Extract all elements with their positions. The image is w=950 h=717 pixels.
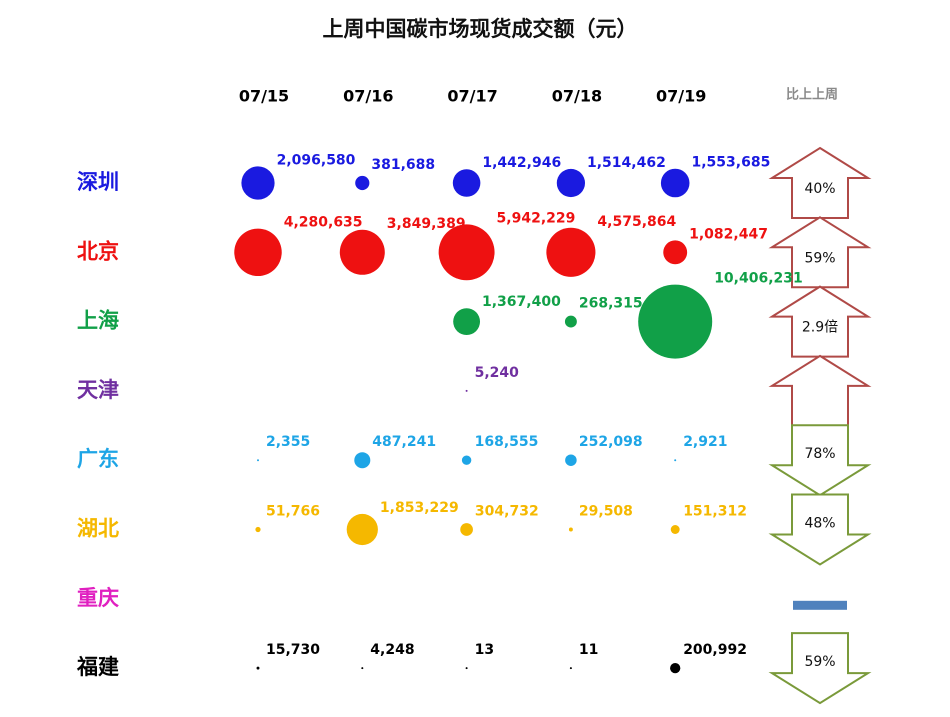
series-label: 重庆 [77,586,119,610]
bubble [569,667,572,670]
x-tick-label: 07/17 [447,87,497,106]
series-label: 上海 [77,309,119,333]
change-label: 59% [804,654,835,670]
bubble [674,459,677,462]
data-label: 2,921 [683,434,727,450]
data-label: 1,514,462 [587,155,666,171]
data-label: 10,406,231 [714,271,803,287]
data-label: 5,240 [475,365,520,381]
bubble [461,455,472,465]
bubble [339,229,385,275]
change-label: 2.9倍 [802,320,838,336]
change-flat [793,600,847,610]
data-label: 487,241 [372,434,436,450]
change-label: 48% [804,516,835,532]
bubble [663,240,688,265]
data-label: 3,849,389 [387,216,466,232]
data-label: 200,992 [683,642,747,658]
data-label: 1,853,229 [380,500,459,516]
bubble [241,166,275,200]
bubble [453,308,481,336]
chart-title: 上周中国碳市场现货成交额（元） [323,17,638,41]
x-tick-label: 07/19 [656,87,706,106]
data-label: 13 [475,642,494,658]
bubble [465,667,468,670]
data-label: 5,942,229 [497,210,576,226]
series-label: 北京 [77,239,119,263]
bubble [660,168,690,198]
bubble [234,228,282,277]
data-label: 29,508 [579,504,633,520]
bubble [354,452,371,469]
data-label: 51,766 [266,504,320,520]
bubble [255,526,261,533]
data-label: 168,555 [475,434,539,450]
bubble [568,527,573,532]
bubble [355,175,370,191]
data-label: 2,096,580 [277,152,356,168]
change-arrow [768,493,872,566]
bubble [638,284,713,359]
bubble [564,315,577,328]
data-label: 4,280,635 [284,215,363,231]
bubble [670,662,681,674]
data-label: 381,688 [371,157,435,173]
series-label: 天津 [77,378,119,402]
series-label: 广东 [77,447,119,471]
data-label: 2,355 [266,434,310,450]
bubble [361,667,364,670]
bubble [257,459,259,462]
data-label: 252,098 [579,434,643,450]
series-label: 湖北 [77,517,119,541]
change-header: 比上上周 [786,87,838,103]
series-label: 福建 [76,655,119,679]
data-label: 304,732 [475,504,539,520]
bubble [438,224,495,281]
bubble [460,523,473,536]
bubble [346,513,378,546]
data-label: 1,553,685 [691,155,770,171]
data-label: 1,442,946 [482,155,561,171]
bubble [670,525,680,534]
bubble [556,168,586,198]
data-label: 15,730 [266,642,320,658]
data-label: 1,367,400 [482,294,561,310]
change-arrow [768,354,872,427]
bubble [256,666,260,670]
change-label: 40% [804,181,835,197]
data-label: 151,312 [683,504,747,520]
series-label: 深圳 [77,170,119,194]
bubble [452,169,481,197]
change-arrow [768,424,872,497]
data-label: 4,575,864 [597,214,676,230]
data-label: 4,248 [370,642,414,658]
change-label: 59% [804,250,835,266]
change-label: 78% [804,446,835,462]
data-label: 11 [579,642,598,658]
change-arrow [768,632,872,705]
bubble [565,454,577,466]
x-tick-label: 07/16 [343,87,393,106]
x-tick-label: 07/18 [552,87,602,106]
x-tick-label: 07/15 [239,87,289,106]
data-label: 268,315 [579,296,643,312]
bubble [465,389,468,392]
bubble [546,227,596,277]
data-label: 1,082,447 [689,226,768,242]
